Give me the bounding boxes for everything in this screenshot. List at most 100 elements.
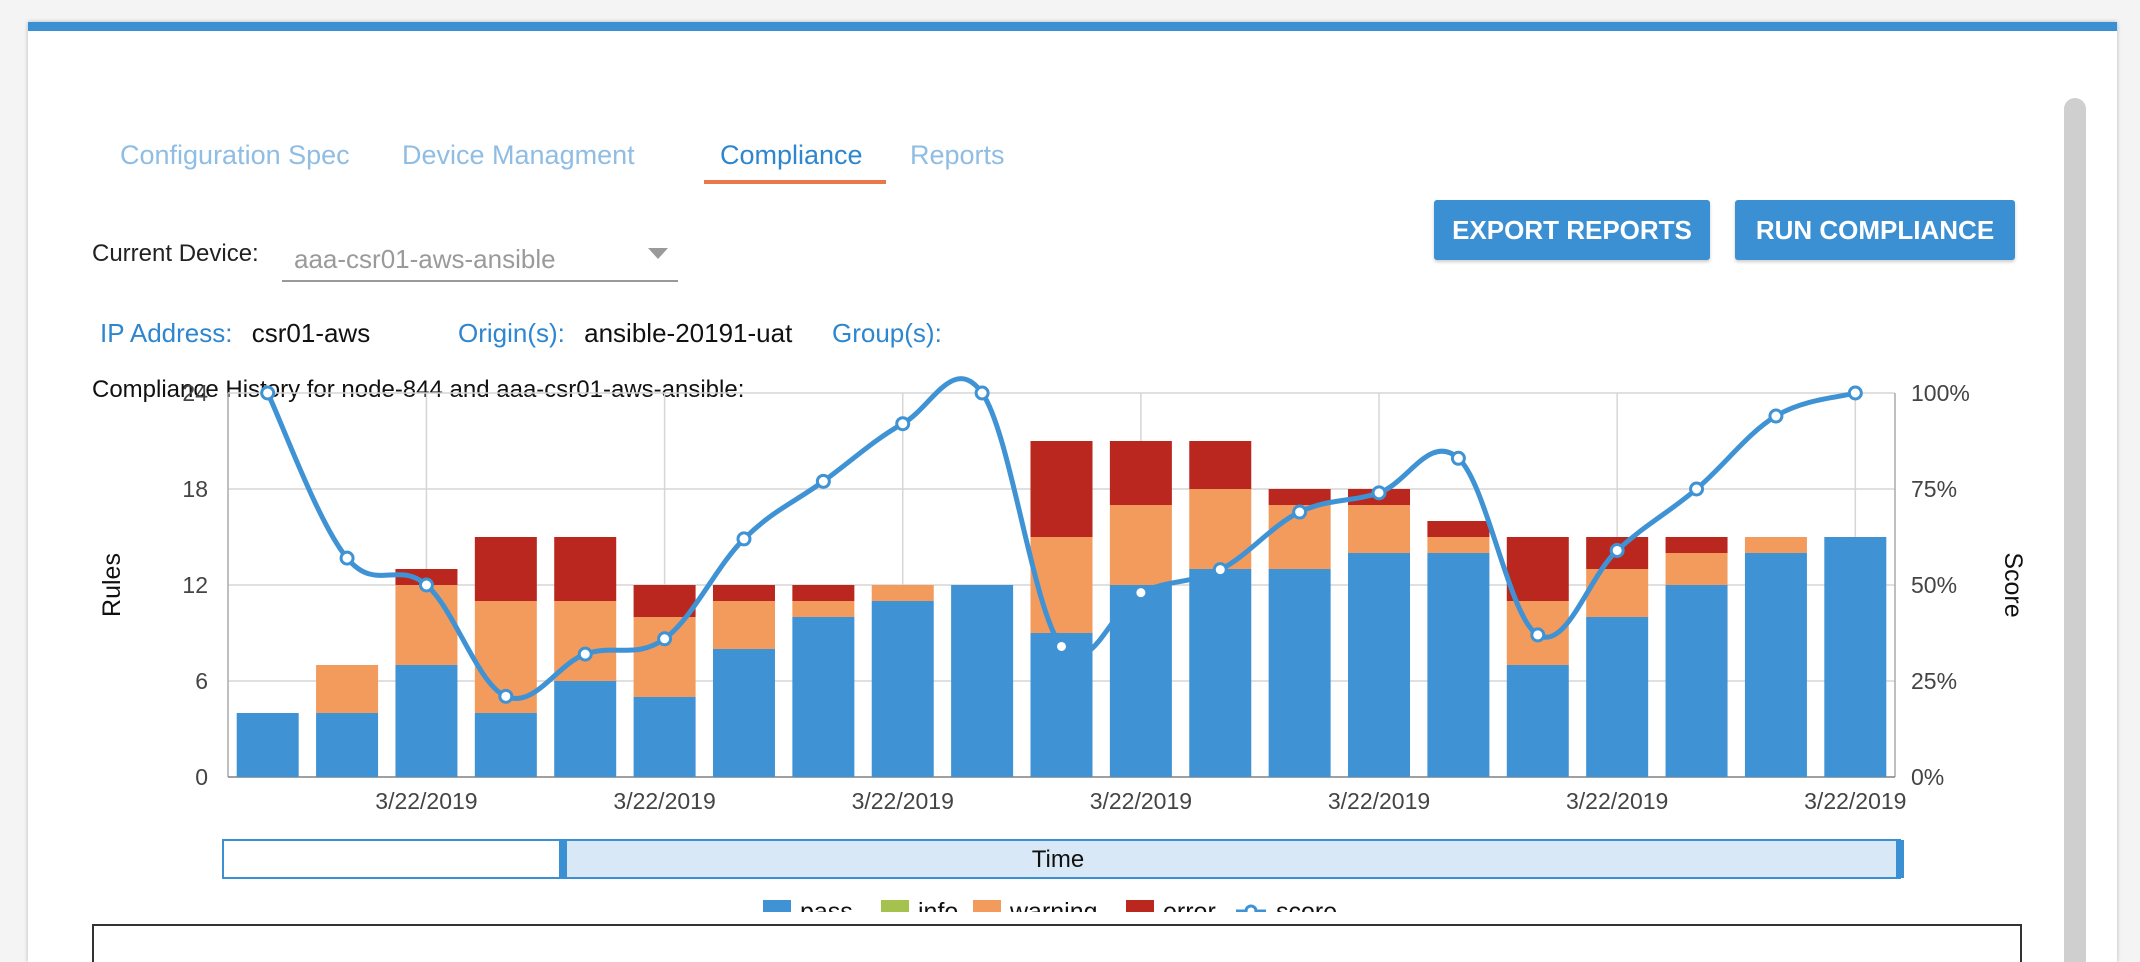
score-point: [339, 550, 355, 566]
bar-segment-pass: [951, 585, 1014, 777]
score-point: [1133, 585, 1149, 601]
legend-swatch-info: [881, 900, 909, 912]
history-device: aaa-csr01-aws-ansible: [496, 376, 738, 403]
bar-segment-pass: [395, 665, 458, 777]
score-point: [1054, 638, 1069, 654]
x-tick-label: 3/22/2019: [1328, 788, 1430, 814]
bar-segment-pass: [792, 617, 855, 777]
y2-tick-label: 75%: [1911, 476, 1957, 502]
bar-segment-error: [792, 585, 855, 601]
ip-address-field: IP Address: csr01-aws: [100, 318, 370, 349]
bar-segment-error: [1109, 441, 1172, 505]
x-tick-label: 3/22/2019: [1566, 788, 1668, 814]
score-point: [815, 473, 831, 489]
bar-segment-warning: [1109, 505, 1172, 585]
score-point: [1450, 450, 1466, 466]
x-tick-label: 3/22/2019: [1804, 788, 1906, 814]
y-tick-label: 18: [182, 476, 208, 502]
y2-tick-label: 100%: [1911, 380, 1970, 406]
score-point: [1768, 408, 1784, 424]
legend-label-error: error: [1163, 898, 1216, 912]
x-tick-label: 3/22/2019: [1090, 788, 1192, 814]
bar-segment-warning: [1744, 537, 1807, 553]
bar-segment-warning: [1030, 537, 1093, 633]
run-compliance-button[interactable]: RUN COMPLIANCE: [1735, 200, 2015, 260]
bar-segment-warning: [712, 601, 775, 649]
tab-configuration-spec[interactable]: Configuration Spec: [120, 140, 350, 170]
y-axis-title: Rules: [98, 553, 126, 617]
navigator-handle-right: [1896, 840, 1904, 878]
group-label: Group(s):: [832, 318, 942, 348]
bar-segment-pass: [1109, 585, 1172, 777]
score-point: [736, 531, 752, 547]
card-top-accent: [28, 22, 2117, 31]
origin-field: Origin(s): ansible-20191-uat: [458, 318, 792, 349]
legend-label-pass: pass: [800, 898, 853, 912]
score-point: [1292, 504, 1308, 520]
bar-segment-pass: [871, 601, 934, 777]
legend-label-warning: warning: [1009, 898, 1098, 912]
ip-address-label: IP Address:: [100, 318, 233, 348]
bar-segment-error: [554, 537, 617, 601]
navigator-label: Time: [1032, 846, 1084, 873]
bar-segment-pass: [1348, 553, 1411, 777]
legend-label-score: score: [1276, 898, 1337, 912]
bar-segment-error: [1268, 489, 1331, 505]
bar-segment-warning: [792, 601, 855, 617]
y2-tick-label: 0%: [1911, 764, 1944, 790]
bar-segment-pass: [1189, 569, 1252, 777]
score-point: [577, 646, 593, 662]
time-navigator-selection: [563, 841, 1899, 877]
bar-segment-pass: [316, 713, 379, 777]
score-point: [1530, 627, 1546, 643]
y-tick-label: 0: [195, 764, 208, 790]
score-point: [1371, 485, 1387, 501]
bar-segment-pass: [1586, 617, 1649, 777]
score-point: [498, 688, 514, 704]
export-reports-button[interactable]: EXPORT REPORTS: [1434, 200, 1710, 260]
x-tick-label: 3/22/2019: [375, 788, 477, 814]
group-field: Group(s):: [832, 318, 942, 349]
y2-axis-title: Score: [1999, 552, 2027, 617]
navigator-handle-left: [559, 840, 567, 878]
bar-segment-warning: [395, 585, 458, 665]
origin-value: ansible-20191-uat: [584, 318, 793, 348]
tab-compliance[interactable]: Compliance: [720, 140, 863, 170]
score-point: [1609, 542, 1625, 558]
x-tick-label: 3/22/2019: [613, 788, 715, 814]
vertical-scrollbar[interactable]: [2064, 98, 2086, 962]
compliance-history-title: Compliance History for node-844 and aaa-…: [92, 376, 744, 404]
current-device-label: Current Device:: [92, 240, 259, 267]
bar-segment-error: [633, 585, 696, 617]
bar-segment-pass: [633, 697, 696, 777]
current-device-select[interactable]: aaa-csr01-aws-ansible: [282, 230, 678, 282]
bar-segment-warning: [871, 585, 934, 601]
ip-address-value: csr01-aws: [251, 318, 371, 348]
origin-label: Origin(s):: [458, 318, 565, 348]
legend-label-info: info: [918, 898, 958, 912]
y-tick-label: 12: [182, 572, 208, 598]
bar-segment-pass: [554, 681, 617, 777]
bar-segment-warning: [1665, 553, 1728, 585]
history-suffix: :: [737, 376, 745, 403]
x-tick-label: 3/22/2019: [852, 788, 954, 814]
score-point: [418, 577, 434, 593]
score-point: [260, 385, 276, 401]
y-tick-label: 24: [182, 380, 208, 406]
tab-reports[interactable]: Reports: [910, 140, 1005, 170]
bar-segment-error: [1189, 441, 1252, 489]
bar-segment-error: [1506, 537, 1569, 601]
tab-device-managment[interactable]: Device Managment: [402, 140, 635, 170]
y-tick-label: 6: [195, 668, 208, 694]
chevron-down-icon: [648, 248, 668, 259]
legend-swatch-score-marker: [1244, 904, 1258, 912]
score-point: [895, 416, 911, 432]
bar-segment-pass: [1427, 553, 1490, 777]
bar-segment-error: [1427, 521, 1490, 537]
score-point: [1212, 562, 1228, 578]
bar-segment-pass: [236, 713, 299, 777]
legend-swatch-error: [1126, 900, 1154, 912]
bar-segment-pass: [1744, 553, 1807, 777]
current-device-value: aaa-csr01-aws-ansible: [294, 244, 556, 274]
history-prefix: Compliance History for: [92, 376, 342, 403]
